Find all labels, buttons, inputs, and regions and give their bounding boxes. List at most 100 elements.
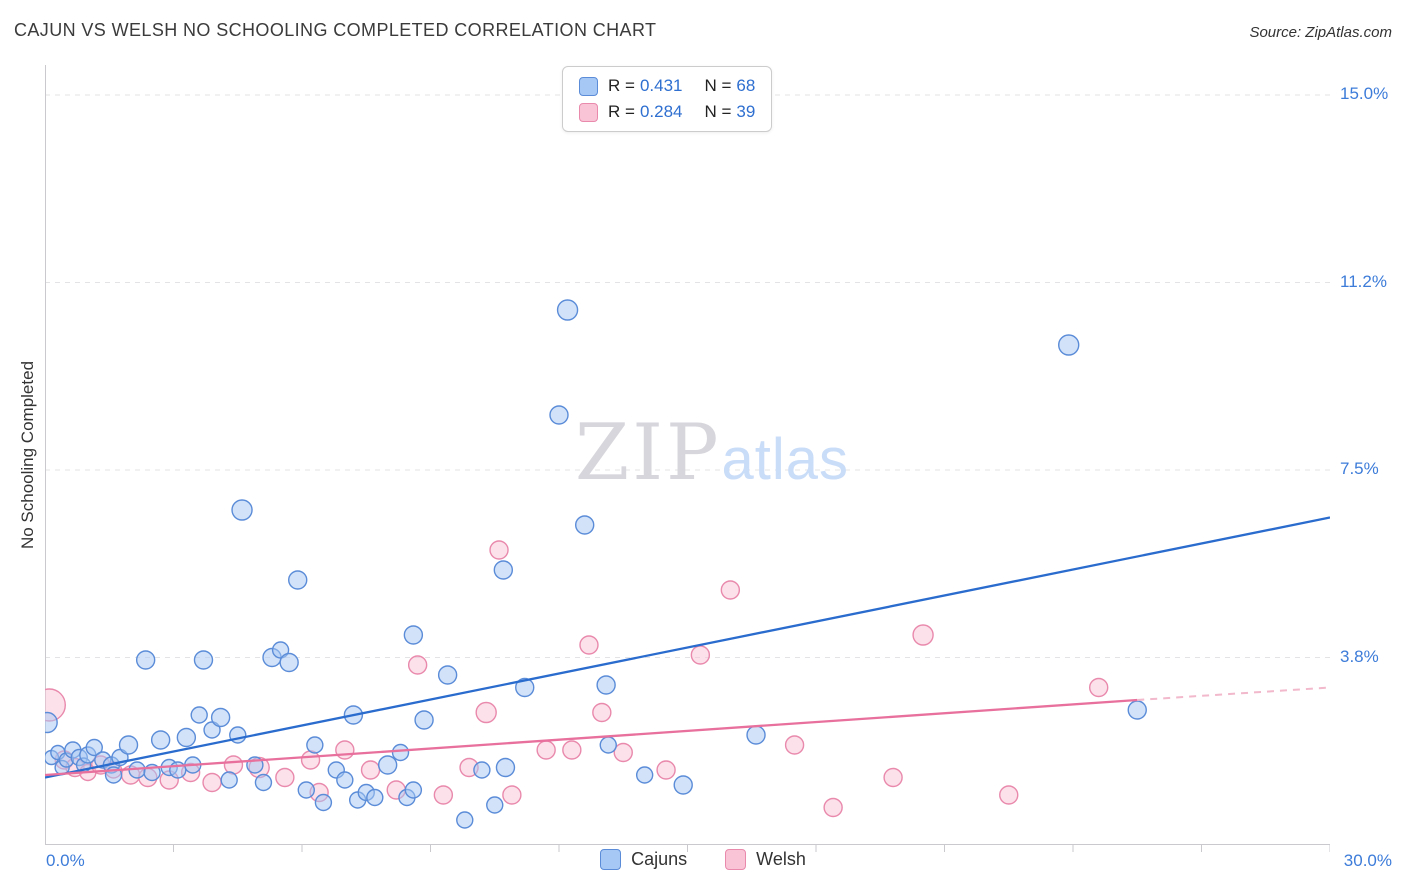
welsh-point xyxy=(562,740,582,760)
cajuns-point xyxy=(486,796,504,814)
cajuns-point xyxy=(599,736,617,754)
scatter-plot xyxy=(45,65,1330,852)
welsh-point xyxy=(784,735,805,755)
welsh-point xyxy=(360,760,381,780)
cajuns-point xyxy=(85,738,103,757)
cajuns-point xyxy=(150,730,171,750)
welsh-point xyxy=(202,772,222,793)
cajuns-point xyxy=(118,735,139,755)
n-label: N = xyxy=(704,76,732,95)
welsh-point xyxy=(223,755,244,775)
welsh-point xyxy=(999,785,1019,805)
r-value-welsh: 0.284 xyxy=(639,102,683,121)
welsh-point xyxy=(275,767,295,788)
y-axis-label: No Schooling Completed xyxy=(18,360,37,550)
cajuns-swatch xyxy=(579,76,598,96)
welsh-legend-label: Welsh xyxy=(756,849,806,869)
welsh-point xyxy=(823,797,843,818)
cajuns-point xyxy=(746,725,766,745)
cajuns-point xyxy=(231,499,253,521)
cajuns-point xyxy=(1058,334,1080,356)
welsh-swatch xyxy=(579,102,598,122)
legend-item-cajuns[interactable]: Cajuns xyxy=(600,849,687,870)
cajuns-point xyxy=(1127,700,1147,720)
n-value-welsh: 39 xyxy=(736,102,756,121)
welsh-legend-swatch xyxy=(725,849,747,870)
welsh-point xyxy=(407,655,428,675)
cajuns-point xyxy=(549,405,569,425)
welsh-point xyxy=(579,635,599,655)
welsh-point xyxy=(489,540,509,560)
cajuns-point xyxy=(190,706,208,724)
cajuns-point xyxy=(220,771,238,789)
cajuns-point xyxy=(493,560,514,580)
cajuns-point xyxy=(515,677,535,698)
n-value-cajuns: 68 xyxy=(736,76,756,95)
welsh-point xyxy=(912,624,934,646)
welsh-trend-line xyxy=(45,698,1138,777)
cajuns-point xyxy=(473,761,491,779)
cajuns-point xyxy=(279,652,299,673)
welsh-point xyxy=(502,785,522,805)
y-tick-label: 7.5% xyxy=(1340,459,1379,478)
page-title: CAJUN VS WELSH NO SCHOOLING COMPLETED CO… xyxy=(14,20,657,40)
legend-item-welsh[interactable]: Welsh xyxy=(725,849,806,870)
cajuns-legend-label: Cajuns xyxy=(631,849,688,869)
cajuns-point xyxy=(176,727,197,748)
x-axis-min-label: 0.0% xyxy=(46,851,85,870)
cajuns-point xyxy=(391,743,410,762)
legend-row-text: R = 0.284 N = 39 xyxy=(608,102,755,122)
cajuns-point xyxy=(366,788,384,807)
cajuns-point xyxy=(437,665,458,685)
cajuns-point xyxy=(556,299,579,321)
cajuns-point xyxy=(336,771,354,789)
source-attribution: Source: ZipAtlas.com xyxy=(1249,24,1392,41)
y-tick-label: 15.0% xyxy=(1340,84,1389,103)
cajuns-point xyxy=(210,707,231,728)
r-value-cajuns: 0.431 xyxy=(639,76,683,95)
cajuns-point xyxy=(404,781,423,799)
cajuns-point xyxy=(575,515,595,535)
welsh-point xyxy=(883,767,903,788)
cajuns-point xyxy=(596,675,616,695)
welsh-point xyxy=(1088,677,1109,698)
y-tick-label: 3.8% xyxy=(1340,646,1379,666)
legend-row-welsh: R = 0.284 N = 39 xyxy=(579,102,755,122)
welsh-point xyxy=(613,742,633,763)
cajuns-point xyxy=(456,811,474,829)
legend-row-text: R = 0.431 N = 68 xyxy=(608,76,755,96)
welsh-point xyxy=(720,580,741,600)
cajuns-point xyxy=(495,757,516,778)
cajuns-point xyxy=(377,755,398,775)
cajuns-point xyxy=(306,736,324,754)
cajuns-point xyxy=(193,650,214,670)
welsh-point xyxy=(433,785,454,805)
cajuns-point xyxy=(297,781,315,799)
welsh-point xyxy=(656,760,676,780)
cajuns-point xyxy=(288,570,308,590)
welsh-point xyxy=(690,645,711,665)
r-label: R = xyxy=(608,76,635,95)
series-legend: Cajuns Welsh xyxy=(0,849,1406,870)
welsh-point xyxy=(335,740,355,760)
cajuns-point xyxy=(135,650,156,670)
welsh-trend-line-dashed xyxy=(1137,686,1330,701)
legend-row-cajuns: R = 0.431 N = 68 xyxy=(579,76,755,96)
cajuns-point xyxy=(314,793,333,812)
x-axis-max-label: 30.0% xyxy=(1343,851,1392,870)
welsh-point xyxy=(536,740,556,760)
n-label: N = xyxy=(704,102,732,121)
r-label: R = xyxy=(608,102,635,121)
correlation-legend-box: R = 0.431 N = 68 R = 0.284 N = 39 xyxy=(562,66,773,132)
cajuns-point xyxy=(635,766,654,784)
cajuns-point xyxy=(414,710,434,730)
cajuns-point xyxy=(254,773,273,792)
cajuns-point xyxy=(403,625,424,645)
cajuns-trend-line xyxy=(45,516,1330,779)
cajuns-point xyxy=(673,775,693,795)
cajuns-point xyxy=(45,711,58,734)
y-tick-label: 11.2% xyxy=(1340,271,1387,291)
welsh-point xyxy=(300,750,321,770)
cajuns-legend-swatch xyxy=(600,849,622,870)
